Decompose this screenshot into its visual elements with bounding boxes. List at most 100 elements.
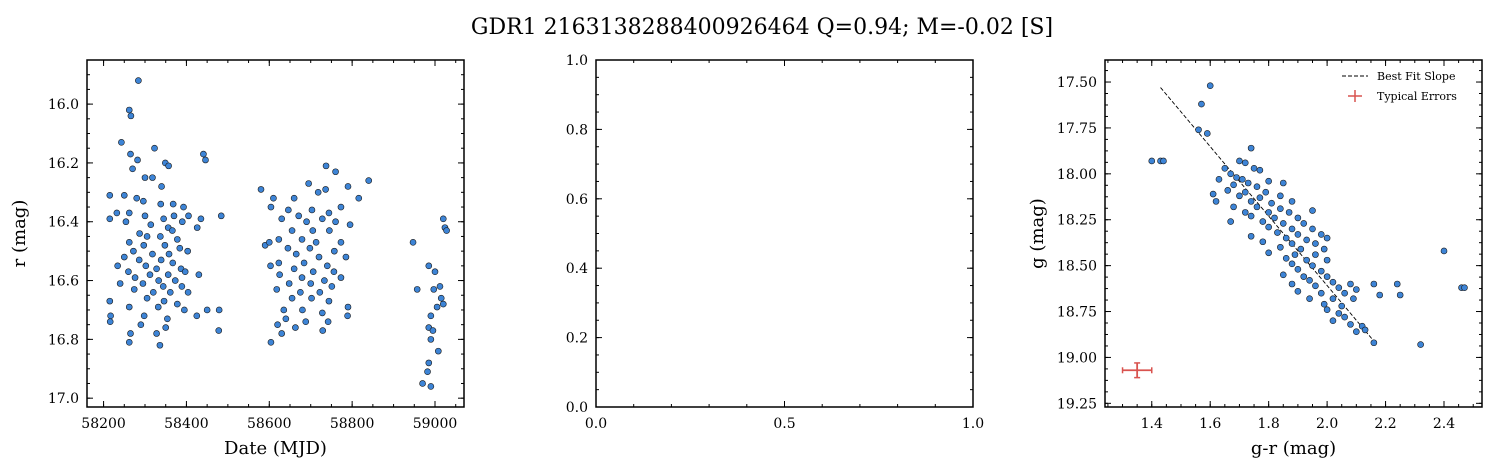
data-point [1341,289,1348,297]
data-point [275,236,283,243]
x-tick-label: 58400 [164,416,209,432]
y-axis-label: g (mag) [1027,198,1048,269]
data-point [200,150,207,158]
data-point [181,306,188,314]
data-point [425,359,433,367]
data-point [1347,321,1354,328]
data-point [325,297,333,305]
data-point [1317,289,1325,297]
y-tick-label: 16.8 [48,332,79,348]
data-point [106,297,114,305]
data-point [305,180,312,187]
data-point [316,289,324,296]
axes-frame [1104,59,1483,408]
data-point [276,271,283,278]
data-point [136,230,143,237]
y-tick-label: 1.0 [566,53,588,69]
data-point [1253,183,1261,190]
data-point [178,218,186,226]
data-point [125,303,133,311]
data-point [267,203,275,211]
data-point [300,259,308,267]
data-point [1203,130,1211,137]
data-point [184,289,192,296]
data-point [430,286,438,293]
data-point [1277,243,1284,251]
x-tick-label: 1.6 [1199,416,1221,432]
data-point [302,318,310,326]
data-point [1370,339,1378,347]
panel-color-magnitude: 1.4 1.6 1.8 2.0 2.2 2.4 17.50 17.75 18.00 18.25 18… [1027,59,1483,459]
data-point [1303,236,1310,244]
x-tick-label: 1.0 [962,416,984,432]
legend-fit-label: Best Fit Slope [1377,70,1455,83]
data-point [1317,231,1325,238]
x-tick-label: 1.4 [1141,416,1163,432]
data-point [176,244,184,252]
data-point [1335,284,1343,291]
data-point [1230,203,1237,211]
data-point [322,186,329,193]
data-point [193,224,201,231]
data-point [1417,341,1424,348]
data-point [284,244,292,252]
data-point [1230,181,1237,189]
data-point [1347,280,1354,288]
data-point [106,215,114,223]
data-point [439,215,447,223]
data-point [280,306,288,314]
data-point [215,306,223,314]
data-point [439,300,447,308]
data-point [1271,214,1278,222]
data-point [344,303,352,311]
data-point [315,253,323,261]
data-point [427,336,435,343]
data-point [1329,278,1337,286]
data-point [125,239,133,246]
x-tick-label: 58600 [247,416,292,432]
data-point [1338,302,1346,310]
data-point [1288,225,1296,233]
data-point [306,244,314,252]
data-point [149,289,157,296]
data-point [275,259,283,267]
x-tick-label: 58800 [330,416,375,432]
data-point [165,162,172,170]
data-point [113,209,121,217]
data-point [1291,251,1299,258]
data-point [298,236,306,243]
data-point [1341,313,1348,321]
x-tick-label: 2.0 [1316,416,1338,432]
data-point [169,200,177,208]
data-point [312,239,320,246]
data-point [116,280,124,287]
data-point [332,168,339,176]
data-point [1215,176,1223,183]
data-point [337,203,345,211]
data-point [1329,317,1337,325]
data-point [137,321,145,328]
data-point [1227,218,1234,225]
data-point [314,189,322,196]
data-point [195,271,203,278]
data-point [127,112,135,120]
data-point [143,294,151,302]
data-point [141,174,149,181]
data-point [323,262,331,270]
data-point [257,186,265,193]
data-point [433,303,441,311]
data-point [114,262,121,270]
data-point [127,330,134,337]
data-point [1323,256,1331,264]
data-point [1212,198,1220,205]
data-point [274,321,281,328]
data-point [424,368,431,376]
data-point [1309,207,1316,214]
data-point [331,247,338,255]
data-point [319,309,326,317]
data-point [151,144,158,152]
data-point [1195,126,1202,134]
data-point [427,312,435,320]
figure-title: GDR1 2163138288400926464 Q=0.94; M=-0.02… [471,15,1053,40]
